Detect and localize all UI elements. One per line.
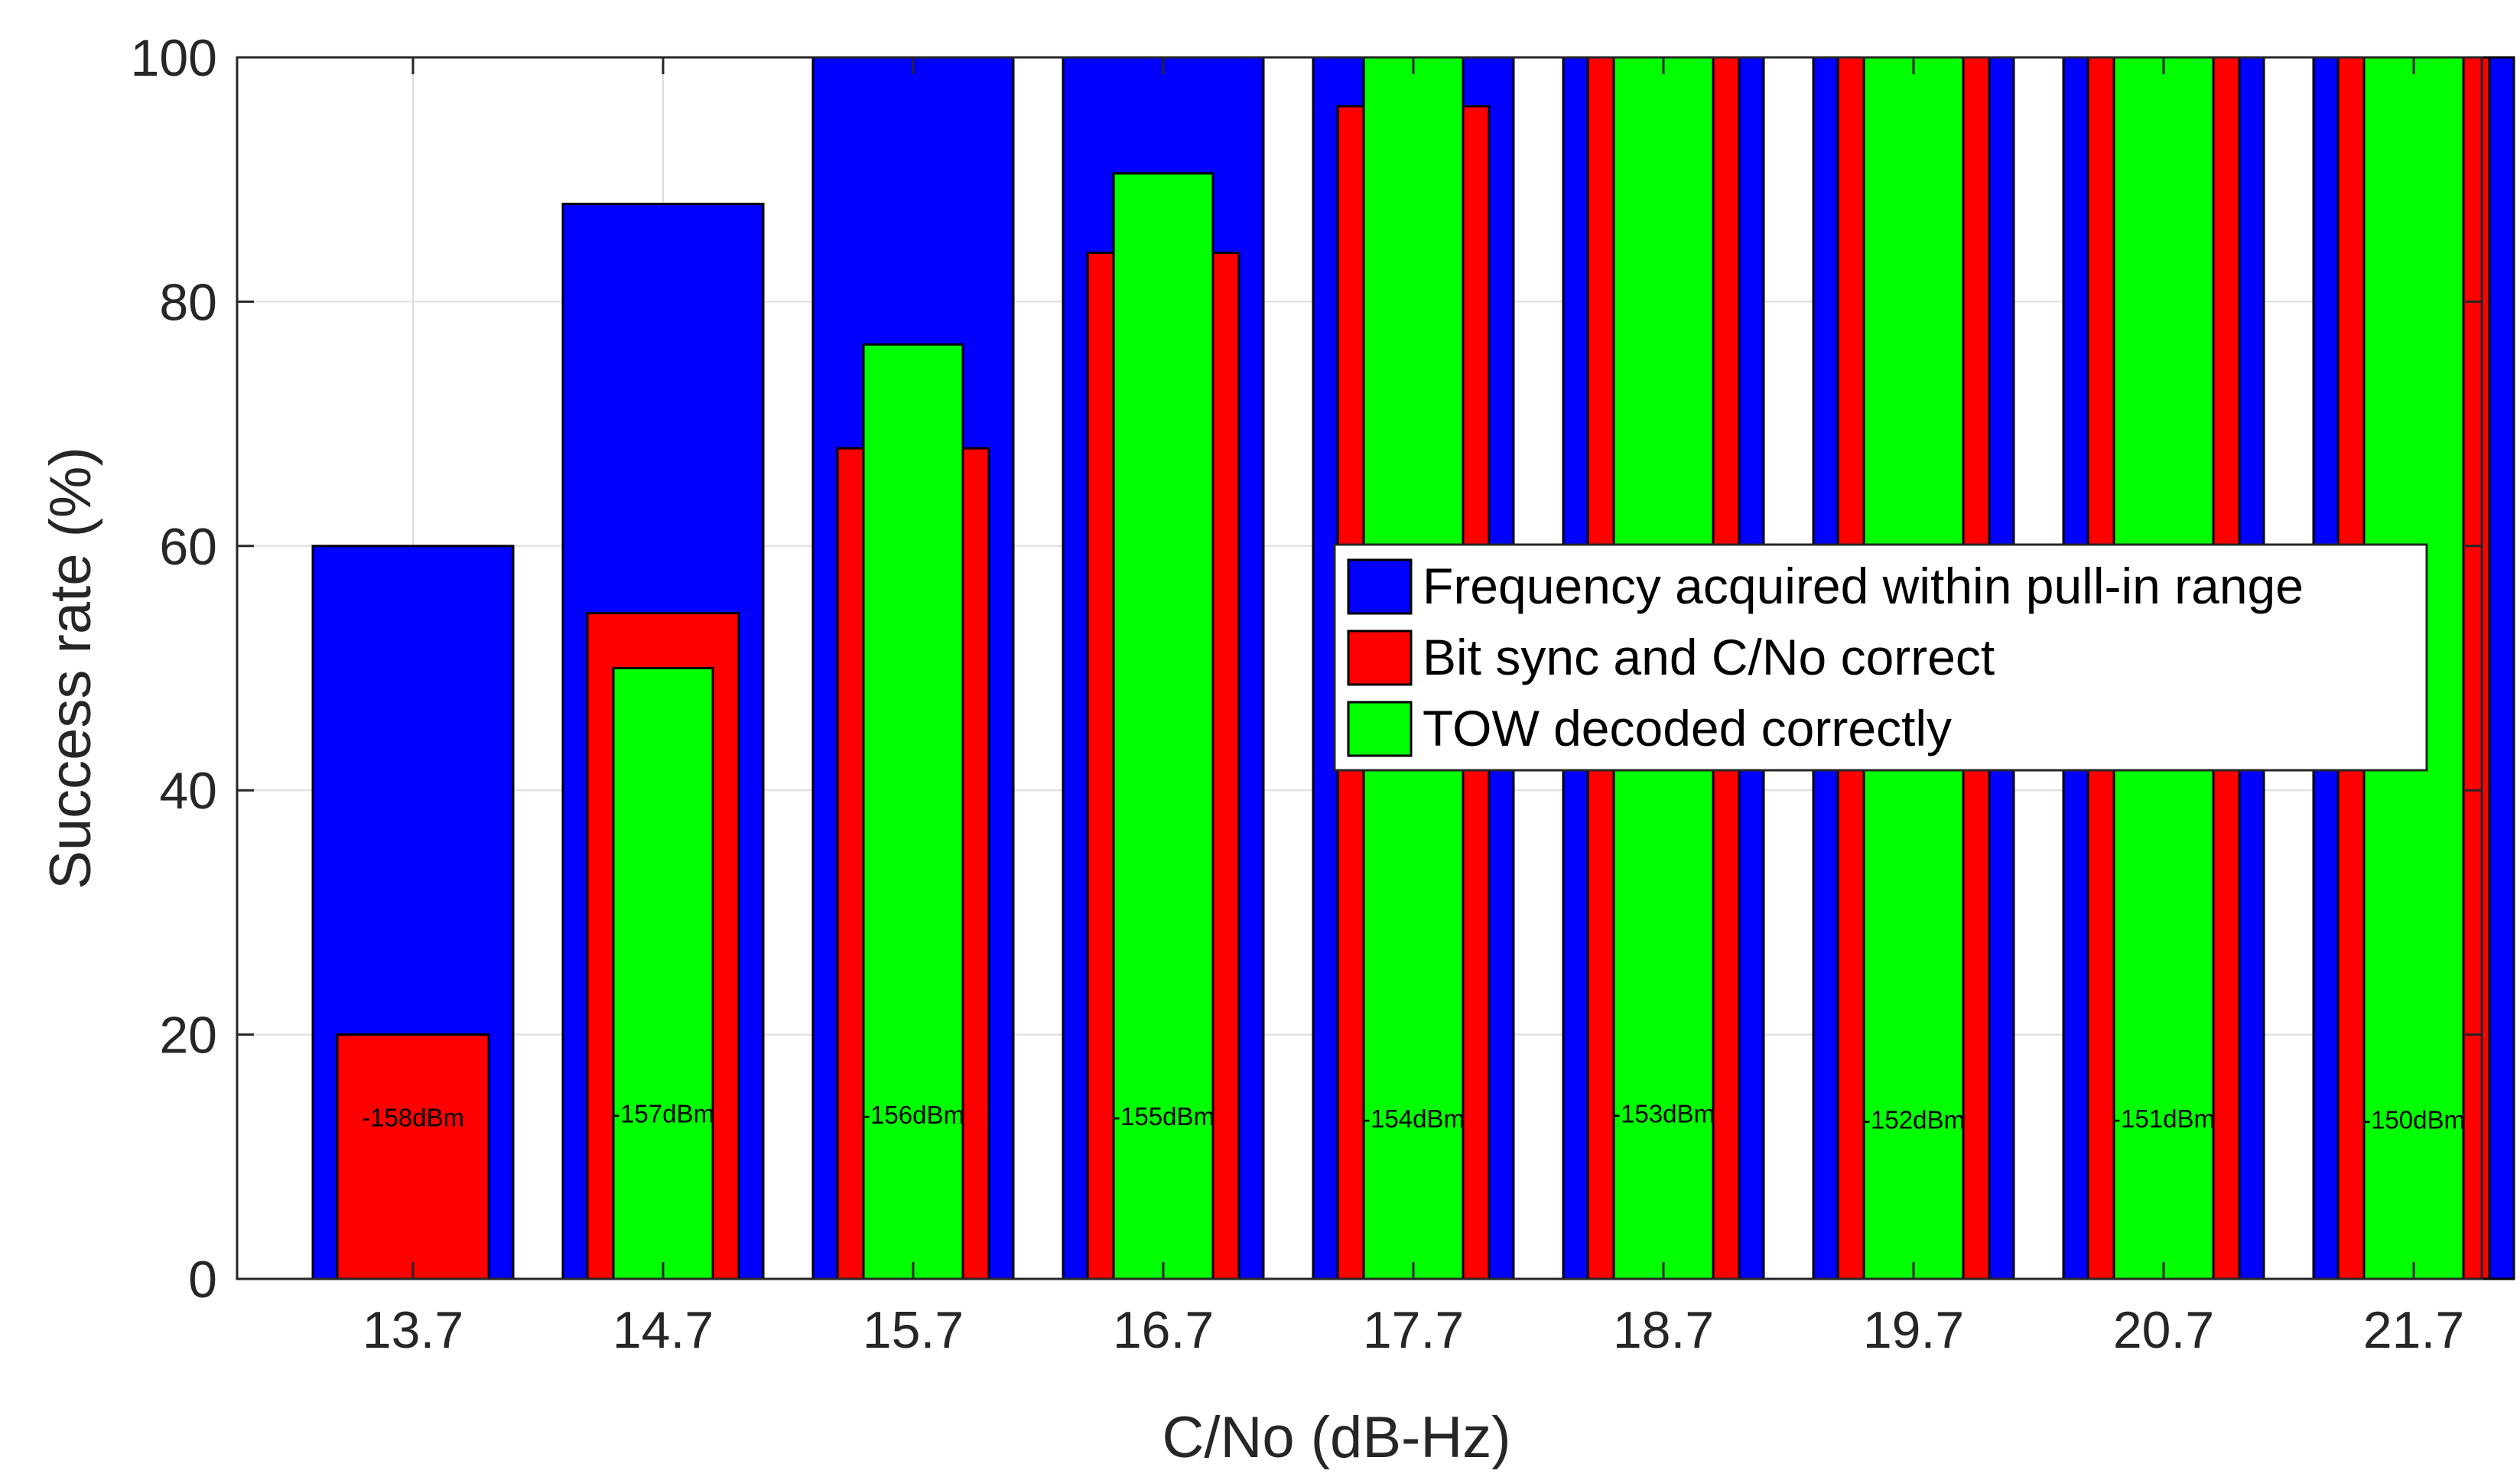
y-tick-label: 60 bbox=[159, 518, 217, 576]
x-tick-label: 19.7 bbox=[1863, 1301, 1964, 1359]
tow-bar-15.7 bbox=[862, 343, 964, 1280]
x-tick-label: 21.7 bbox=[2363, 1301, 2464, 1359]
legend-tow-swatch bbox=[1347, 701, 1413, 757]
legend-tow-label: TOW decoded correctly bbox=[1423, 700, 1952, 756]
legend-bit-sync-label: Bit sync and C/No correct bbox=[1423, 629, 1995, 685]
legend-frequency-label: Frequency acquired within pull-in range bbox=[1423, 558, 2304, 614]
power-label--150dBm: -150dBm bbox=[2362, 1106, 2465, 1134]
legend-bit-sync-swatch bbox=[1347, 630, 1413, 686]
power-label--151dBm: -151dBm bbox=[2112, 1104, 2215, 1133]
x-tick-label: 15.7 bbox=[863, 1301, 964, 1359]
power-label--155dBm: -155dBm bbox=[1112, 1102, 1214, 1131]
legend-box bbox=[1333, 543, 2428, 772]
x-tick-label: 18.7 bbox=[1613, 1301, 1714, 1359]
y-tick-label: 0 bbox=[188, 1251, 217, 1309]
y-tick-label: 80 bbox=[159, 273, 217, 331]
y-tick-label: 20 bbox=[159, 1007, 217, 1065]
x-tick-label: 16.7 bbox=[1113, 1301, 1214, 1359]
y-axis-title: Success rate (%) bbox=[38, 447, 103, 890]
y-tick-label: 100 bbox=[131, 29, 217, 87]
x-tick-labels: 13.7 14.7 15.7 16.7 17.7 18.7 19.7 20.7 21.7 bbox=[363, 1301, 2464, 1359]
power-label--153dBm: -153dBm bbox=[1612, 1100, 1715, 1128]
tow-bar-14.7 bbox=[612, 667, 714, 1280]
legend: Frequency acquired within pull-in range B… bbox=[1333, 543, 2428, 772]
power-label--156dBm: -156dBm bbox=[862, 1101, 964, 1129]
x-axis-title: C/No (dB-Hz) bbox=[1162, 1405, 1510, 1470]
x-tick-label: 13.7 bbox=[363, 1301, 463, 1359]
y-tick-label: 40 bbox=[159, 762, 217, 820]
power-label--154dBm: -154dBm bbox=[1362, 1104, 1465, 1133]
plot-frame bbox=[236, 56, 2483, 1280]
power-label--152dBm: -152dBm bbox=[1862, 1106, 1965, 1134]
x-tick-label: 20.7 bbox=[2113, 1301, 2214, 1359]
axis-ticks bbox=[237, 56, 2482, 1280]
bit-sync-bar-13.7 bbox=[336, 1033, 490, 1280]
power-label--158dBm: -158dBm bbox=[362, 1103, 464, 1131]
legend-frequency-swatch bbox=[1347, 558, 1413, 615]
power-annotations: -158dBm -157dBm -156dBm -155dBm -154dBm -153d… bbox=[362, 1100, 2465, 1134]
x-tick-label: 17.7 bbox=[1363, 1301, 1464, 1359]
power-label--157dBm: -157dBm bbox=[612, 1100, 714, 1128]
y-tick-labels: 0 20 40 60 80 100 bbox=[131, 29, 217, 1309]
x-tick-label: 14.7 bbox=[613, 1301, 714, 1359]
